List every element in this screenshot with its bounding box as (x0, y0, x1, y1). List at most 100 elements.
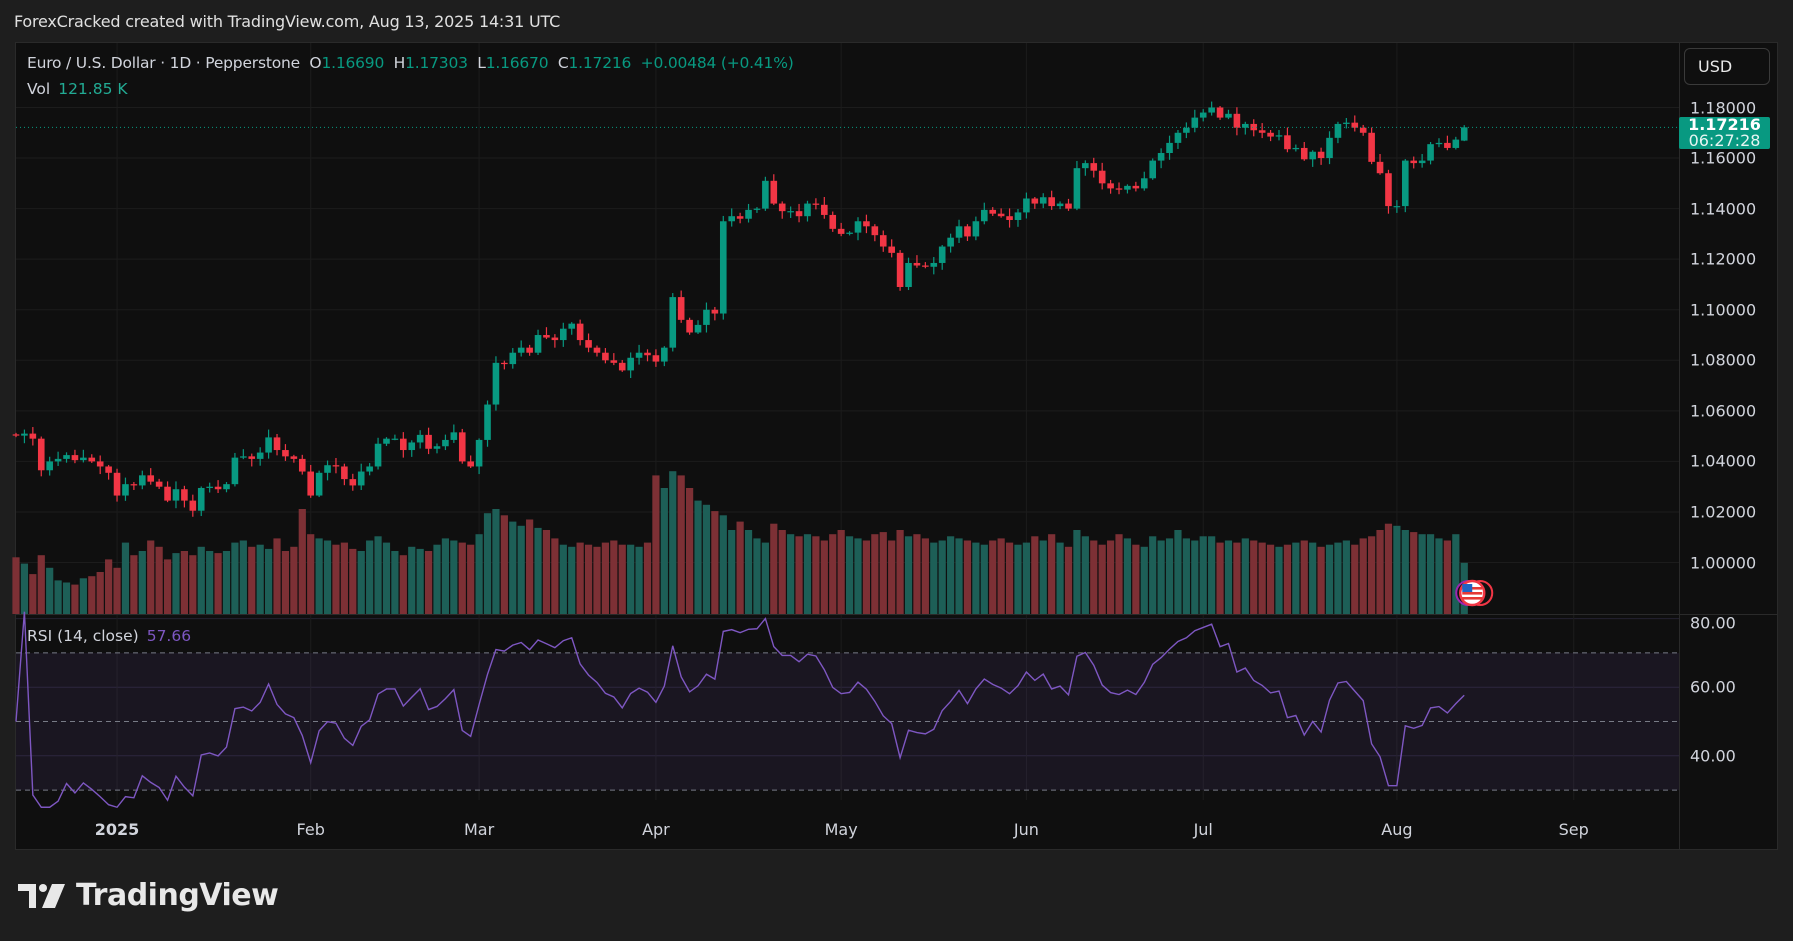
volume-bar (180, 551, 188, 614)
candle-down (526, 347, 533, 353)
candle-up (223, 484, 230, 490)
volume-bar (483, 513, 492, 614)
rsi-label[interactable]: RSI (14, close) (27, 627, 139, 645)
volume-bar (163, 559, 172, 614)
volume-bar (458, 542, 466, 614)
currency-button[interactable]: USD (1684, 48, 1770, 85)
candle-up (509, 352, 517, 365)
time-tick-label: Jun (1013, 820, 1039, 839)
candle-up (1292, 147, 1300, 150)
volume-bar (492, 509, 500, 614)
volume-bar (1165, 538, 1174, 614)
volume-bar (147, 540, 155, 614)
tradingview-logo[interactable]: TradingView (18, 878, 279, 913)
volume-bar (930, 542, 938, 614)
volume-bar (391, 551, 399, 614)
candle-down (922, 265, 929, 267)
open-label: O (309, 54, 322, 72)
candle-down (1006, 216, 1013, 220)
volume-bar (686, 488, 694, 614)
open-value: 1.16690 (321, 54, 385, 72)
volume-bar (1123, 538, 1132, 614)
volume-bar (879, 532, 887, 614)
candle-down (29, 433, 37, 439)
volume-bar (660, 488, 668, 614)
time-tick-label: Feb (296, 820, 325, 839)
volume-bar (281, 551, 290, 614)
volume-bar (1224, 540, 1233, 614)
chart-panel[interactable] (15, 42, 1778, 850)
candle-down (1065, 203, 1072, 209)
candle-up (1056, 203, 1064, 207)
candle-down (458, 432, 466, 462)
price-tick-label: 1.04000 (1690, 451, 1757, 471)
volume-bar (121, 542, 130, 614)
candle-down (1048, 197, 1055, 207)
volume-bar (1199, 536, 1207, 614)
volume-bar (214, 553, 222, 614)
candle-up (54, 458, 62, 462)
volume-bar (1005, 542, 1014, 614)
candle-down (1098, 170, 1106, 184)
candle-down (37, 438, 45, 471)
volume-bar (37, 555, 45, 614)
volume-label[interactable]: Vol (27, 80, 51, 98)
candle-up (972, 221, 980, 237)
volume-bar (677, 475, 685, 614)
candle-down (736, 216, 744, 219)
low-label: L (477, 54, 486, 72)
candle-down (837, 228, 845, 234)
volume-bar (1401, 530, 1409, 614)
candle-up (172, 489, 180, 501)
candle-up (46, 461, 53, 471)
candle-down (467, 461, 474, 467)
candle-up (324, 465, 331, 473)
candle-up (416, 434, 424, 443)
price-tick-label: 1.18000 (1690, 98, 1757, 117)
candle-up (383, 438, 390, 444)
symbol-name[interactable]: Euro / U.S. Dollar · 1D · Pepperstone (27, 54, 300, 72)
volume-bar (795, 536, 803, 614)
candle-up (366, 466, 373, 472)
volume-bar (526, 519, 534, 614)
candle-down (795, 211, 803, 217)
candle-down (1090, 163, 1098, 171)
volume-bar (728, 530, 736, 614)
volume-bar (812, 536, 820, 614)
volume-bar (408, 546, 416, 614)
volume-bar (862, 540, 871, 614)
volume-bar (441, 538, 450, 614)
volume-bar (1031, 536, 1039, 614)
volume-bar (1258, 542, 1266, 614)
volume-bar (778, 530, 786, 614)
candle-up (955, 226, 963, 238)
volume-bar (1182, 538, 1190, 614)
candle-down (1115, 188, 1123, 190)
candle-down (282, 450, 289, 457)
volume-bar (138, 551, 146, 614)
volume-bar (172, 553, 180, 614)
candle-down (1132, 185, 1140, 189)
candle-down (96, 461, 104, 467)
volume-bar (744, 530, 753, 614)
candle-up (206, 486, 213, 488)
volume-bar (803, 534, 812, 614)
bar-countdown: 06:27:28 (1688, 131, 1761, 150)
volume-bar (248, 546, 256, 614)
price-tick-label: 1.00000 (1690, 553, 1757, 573)
volume-bar (921, 538, 929, 614)
volume-bar (349, 548, 357, 614)
candle-up (938, 246, 946, 263)
candle-down (147, 475, 155, 482)
volume-bar (366, 540, 374, 614)
candle-down (273, 437, 281, 451)
candle-down (1250, 123, 1258, 131)
candle-up (728, 216, 735, 222)
candle-up (703, 309, 710, 325)
logo-text: TradingView (76, 878, 279, 913)
candle-up (719, 221, 727, 314)
flag-stripe (1462, 597, 1483, 600)
candle-up (930, 262, 938, 267)
candle-down (1444, 142, 1451, 148)
